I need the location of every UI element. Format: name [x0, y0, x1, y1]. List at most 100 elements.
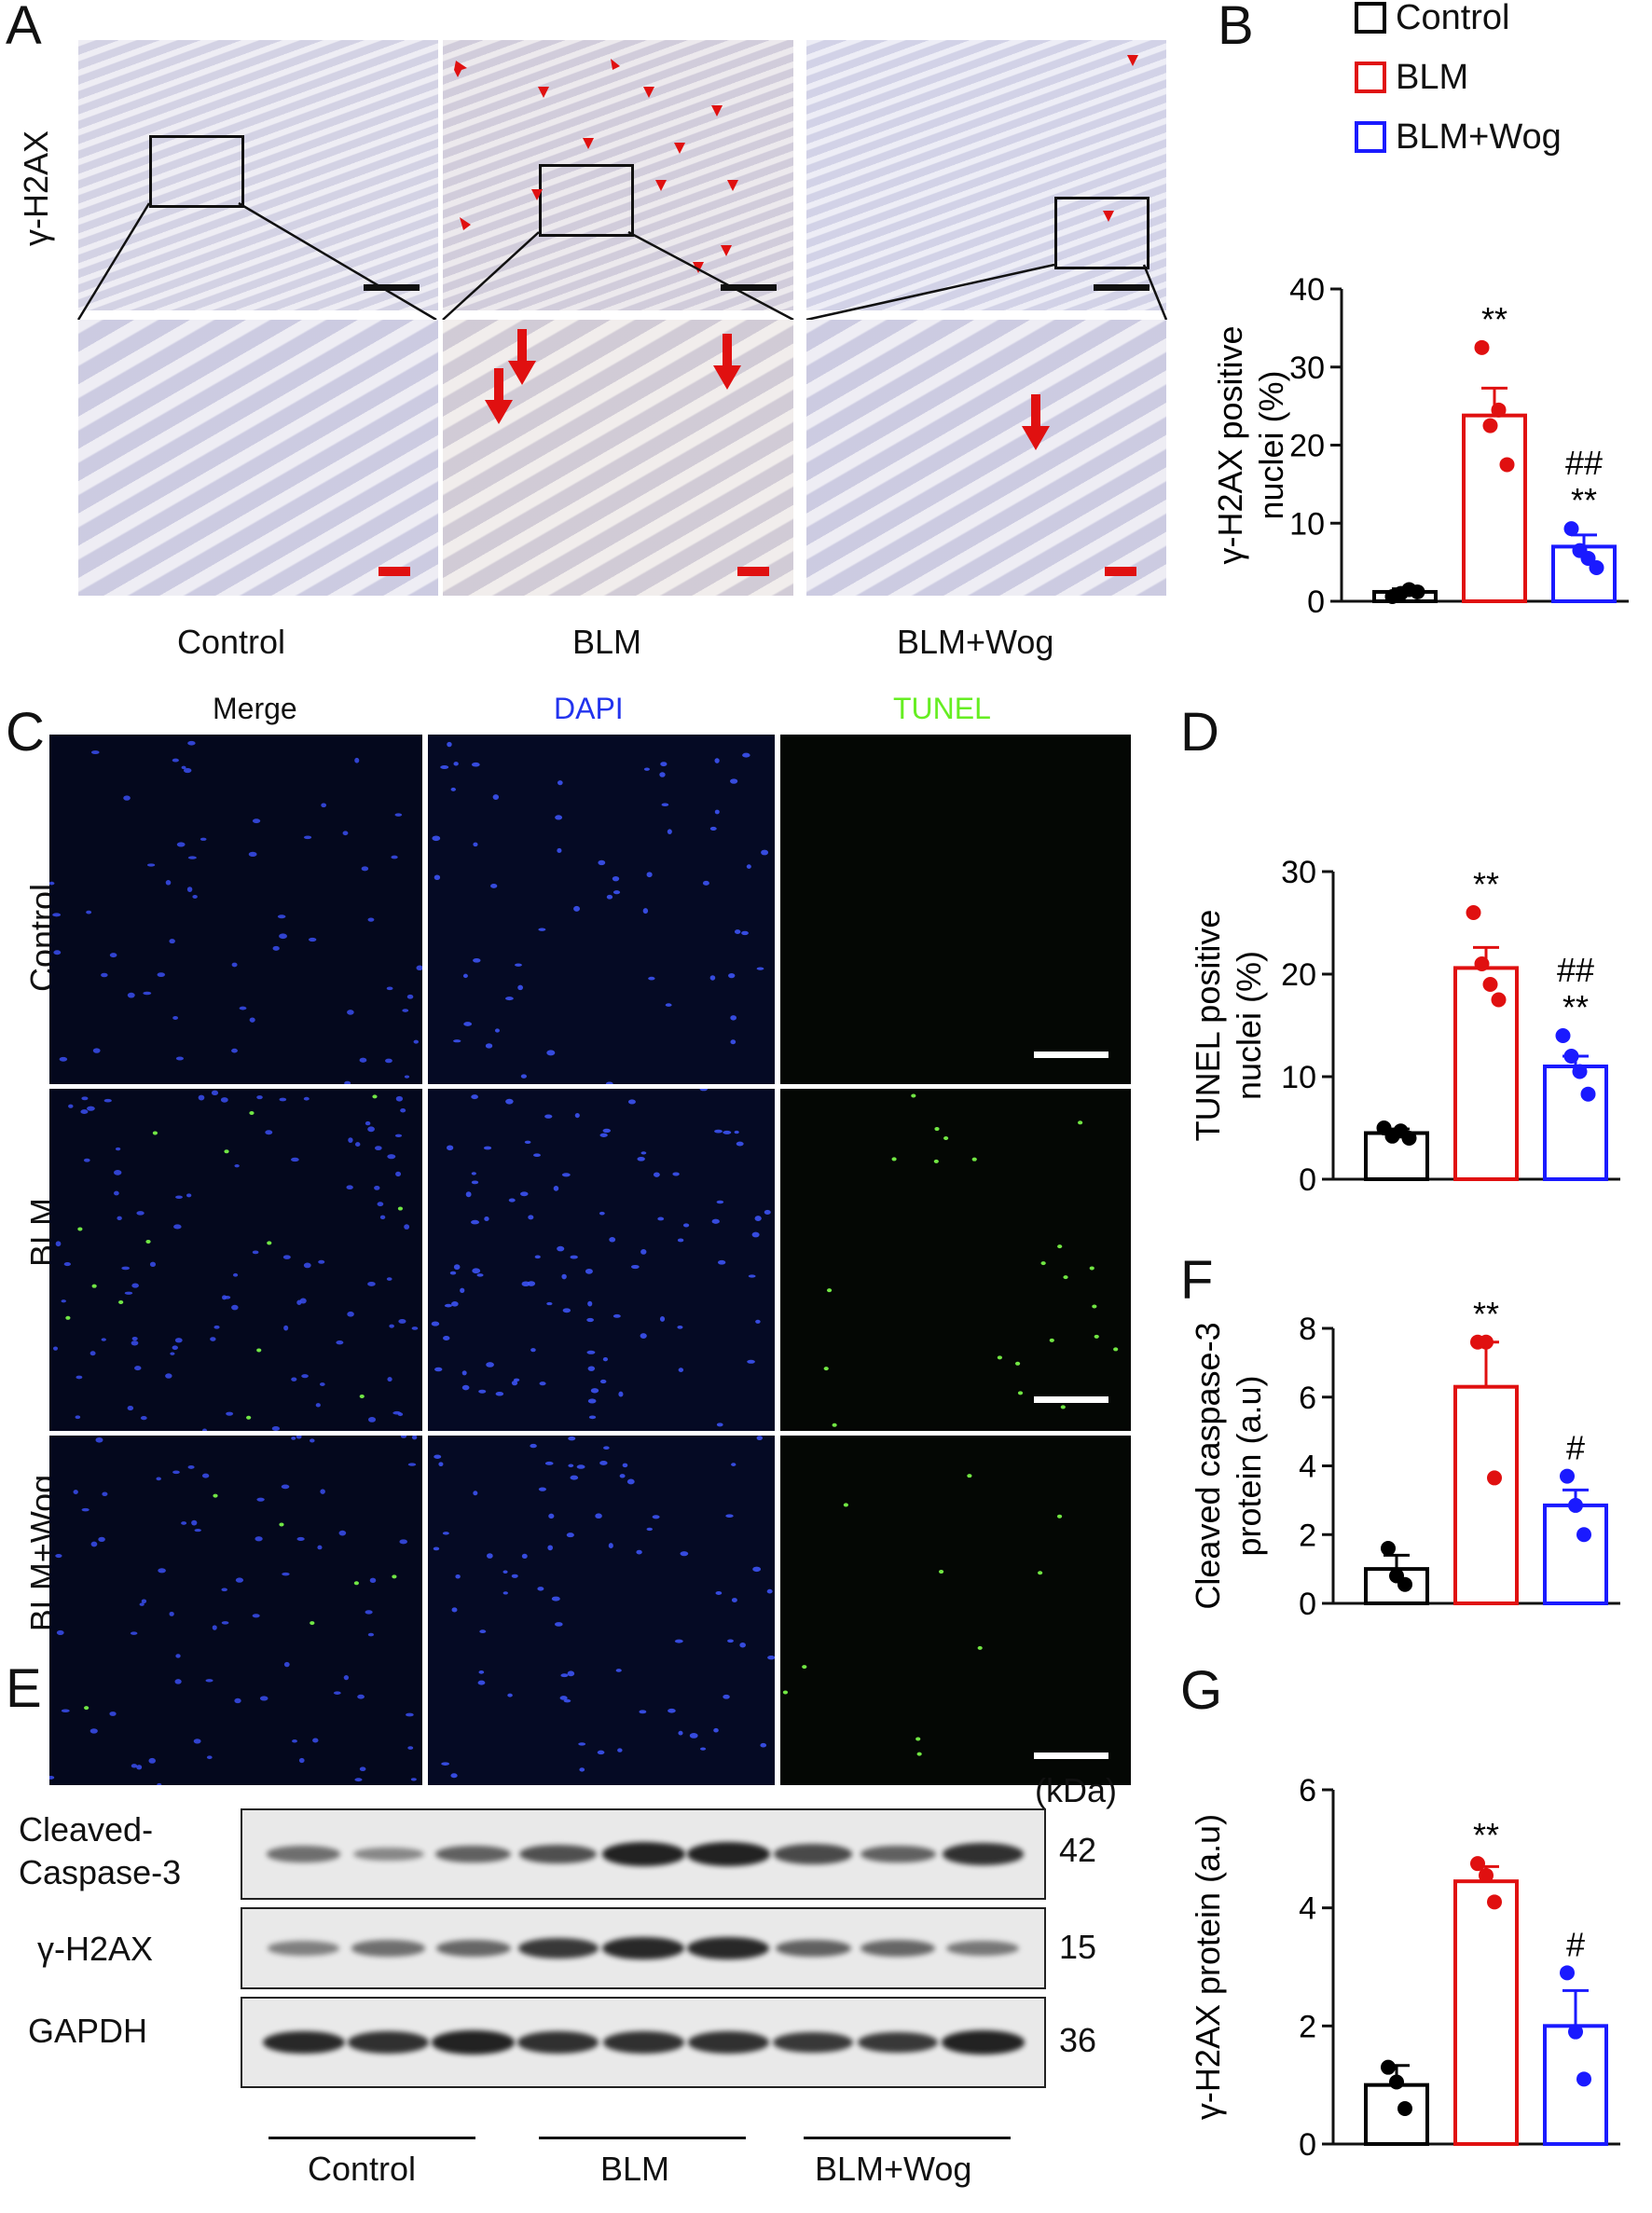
tunel-positive-dot [246, 1415, 252, 1420]
blot-band [432, 2030, 516, 2055]
nucleus-dot [131, 1283, 139, 1288]
nucleus-dot [626, 1478, 635, 1485]
tunel-positive-dot [1113, 1347, 1119, 1352]
y-tick-label: 0 [1299, 2127, 1316, 2163]
nucleus-dot [731, 1598, 737, 1602]
panel-letter-g: G [1180, 1660, 1223, 1721]
zoom-box [1054, 197, 1150, 269]
data-point [1474, 956, 1490, 971]
nucleus-dot [75, 1415, 81, 1420]
bar-control [1364, 2082, 1429, 2146]
nucleus-dot [747, 1359, 755, 1364]
tunel-positive-dot [1078, 1120, 1083, 1125]
nucleus-dot [234, 1698, 241, 1704]
nucleus-dot [678, 1368, 684, 1372]
tunel-positive-dot [152, 1131, 158, 1135]
nucleus-dot [386, 1277, 392, 1281]
nucleus-dot [156, 1477, 161, 1481]
nucleus-dot [442, 1532, 449, 1535]
nucleus-dot [175, 1654, 181, 1658]
legend-label-blmwog: BLM+Wog [1396, 117, 1562, 157]
red-arrow-markers [454, 59, 738, 273]
panel-c-col-label-merge: Merge [213, 692, 297, 725]
nucleus-dot [413, 1039, 419, 1044]
nucleus-dot [637, 1156, 645, 1161]
nucleus-dot [172, 758, 179, 763]
tunel-positive-dot [823, 1367, 829, 1371]
nucleus-dot [438, 1462, 444, 1467]
nucleus-dot [587, 1300, 593, 1307]
y-tick-label: 2 [1299, 2009, 1316, 2044]
blot-band [517, 1937, 599, 1959]
nucleus-dot [89, 1728, 98, 1734]
nucleus-dot [511, 1574, 518, 1578]
nucleus-dot [141, 1599, 147, 1604]
panel-letter-b: B [1218, 0, 1254, 56]
nucleus-dot [568, 1464, 574, 1468]
nucleus-dot [181, 765, 186, 770]
nucleus-dot [385, 1058, 392, 1064]
nucleus-dot [389, 1324, 394, 1328]
nucleus-dot [109, 953, 117, 958]
y-tick-label: 20 [1289, 429, 1325, 464]
nucleus-dot [136, 1211, 145, 1216]
nucleus-dot [729, 778, 738, 784]
nucleus-dot [76, 1375, 83, 1380]
nucleus-dot [764, 1209, 771, 1215]
nucleus-dot [387, 1377, 392, 1382]
panel-letter-d: D [1180, 702, 1219, 763]
nucleus-dot [416, 965, 422, 971]
nucleus-dot [298, 1757, 305, 1764]
nucleus-dot [49, 1775, 55, 1780]
panel-letter-a: A [6, 0, 42, 56]
nucleus-dot [256, 1497, 265, 1502]
nucleus-dot [303, 1262, 311, 1269]
nucleus-dot [555, 815, 563, 820]
nucleus-dot [714, 1129, 723, 1134]
nucleus-dot [291, 1157, 299, 1162]
nucleus-dot [462, 973, 468, 979]
nucleus-dot [172, 1016, 179, 1020]
tunel-positive-dot [1056, 1514, 1063, 1519]
nucleus-dot [296, 1536, 305, 1542]
nucleus-dot [519, 1191, 529, 1197]
nucleus-dot [165, 880, 172, 886]
nucleus-dot [95, 1436, 103, 1443]
nucleus-dot [109, 1711, 117, 1716]
nucleus-dot [68, 1104, 74, 1108]
nucleus-dot [465, 1191, 472, 1198]
scale-bar [1094, 284, 1150, 291]
nucleus-dot [123, 795, 131, 801]
nucleus-dot [234, 1163, 240, 1168]
data-point [1580, 1086, 1596, 1102]
nucleus-dot [714, 758, 720, 763]
nucleus-dot [394, 1134, 403, 1137]
nucleus-dot [725, 1514, 734, 1519]
nucleus-dot [767, 1655, 775, 1660]
data-point [1381, 2059, 1396, 2075]
nucleus-dot [508, 1198, 516, 1203]
scale-bar [1034, 1396, 1108, 1403]
nucleus-dot [149, 1261, 157, 1268]
nucleus-dot [659, 1316, 666, 1322]
data-point [1563, 521, 1579, 537]
nucleus-dot [221, 1621, 229, 1625]
nucleus-dot [674, 1639, 683, 1643]
data-point [1474, 339, 1490, 355]
tunel-positive-dot [1089, 1266, 1094, 1271]
nucleus-dot [187, 856, 197, 859]
nucleus-dot [375, 1146, 382, 1151]
nucleus-dot [361, 866, 369, 872]
nucleus-dot [169, 1611, 174, 1616]
nucleus-dot [451, 1607, 458, 1613]
nucleus-dot [570, 1475, 579, 1480]
nucleus-dot [730, 1039, 737, 1045]
data-point [1479, 1867, 1494, 1883]
significance-annotation: # [1566, 1429, 1585, 1467]
nucleus-dot [176, 842, 186, 847]
nucleus-dot [248, 851, 257, 858]
ihc-image-blm-zoom [443, 320, 793, 596]
nucleus-dot [599, 1461, 608, 1465]
data-point [1487, 1894, 1502, 1910]
y-axis-label: γ-H2AX protein (a.u) [1189, 1814, 1227, 2120]
